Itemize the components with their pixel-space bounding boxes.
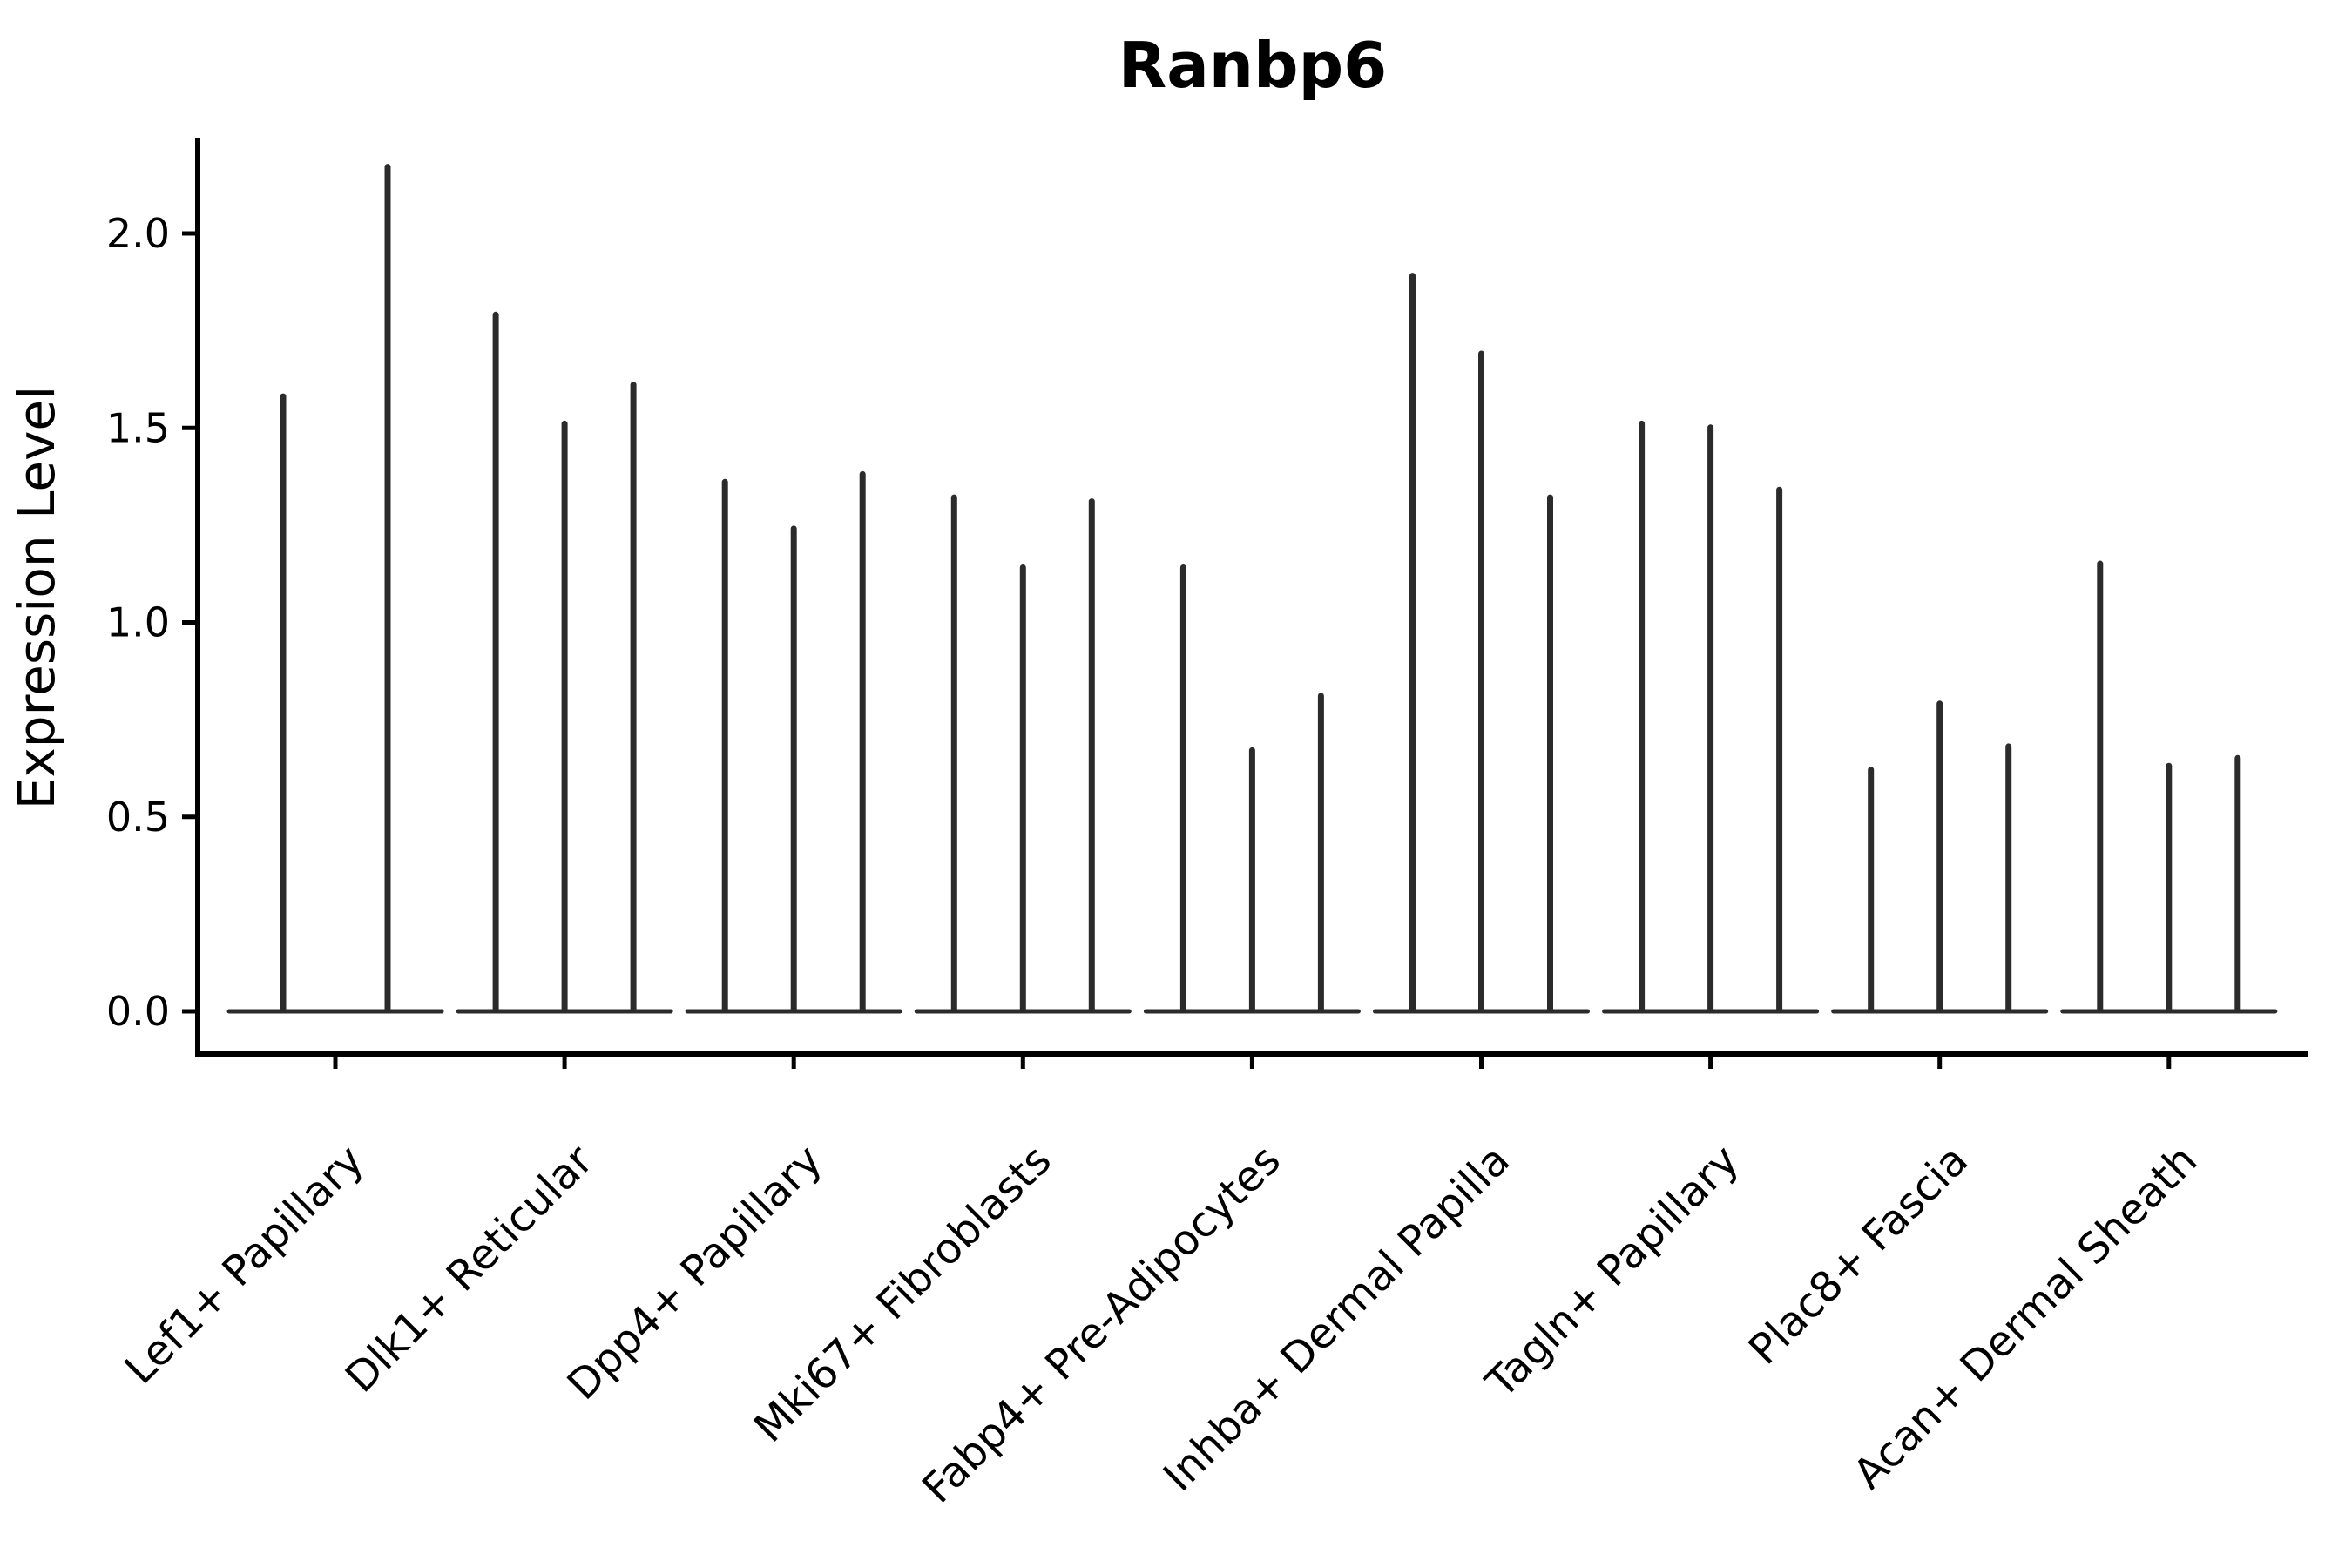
violin-group: [2060, 560, 2278, 1014]
y-tick-label: 2.0: [106, 210, 170, 257]
violin-group: [1143, 564, 1361, 1014]
y-tick-label: 1.0: [106, 599, 170, 646]
violin-group: [1831, 700, 2049, 1014]
y-tick-label: 0.0: [106, 988, 170, 1035]
plot-title: Ranbp6: [1119, 29, 1387, 102]
y-tick-label: 1.5: [106, 404, 170, 451]
x-tick-label: Lef1+ Papillary: [116, 1136, 374, 1394]
x-tick-label: Dlk1+ Reticular: [336, 1136, 603, 1402]
violins: [226, 164, 2278, 1014]
violin-group: [226, 164, 444, 1014]
violin-group: [456, 311, 673, 1014]
violin-group: [685, 470, 902, 1014]
y-tick-label: 0.5: [106, 794, 170, 841]
violin-group: [1602, 420, 1820, 1014]
x-tick-label: Tagln+ Papillary: [1477, 1136, 1748, 1408]
violin-group: [1373, 273, 1590, 1014]
x-tick-label: Dpp4+ Papillary: [558, 1136, 832, 1409]
y-axis-label: Expression Level: [7, 386, 66, 809]
y-axis-ticks: 0.0 0.5 1.0 1.5 2.0: [106, 210, 198, 1035]
violin-group: [914, 494, 1132, 1014]
x-tick-label: Plac8+ Fascia: [1740, 1136, 1978, 1375]
